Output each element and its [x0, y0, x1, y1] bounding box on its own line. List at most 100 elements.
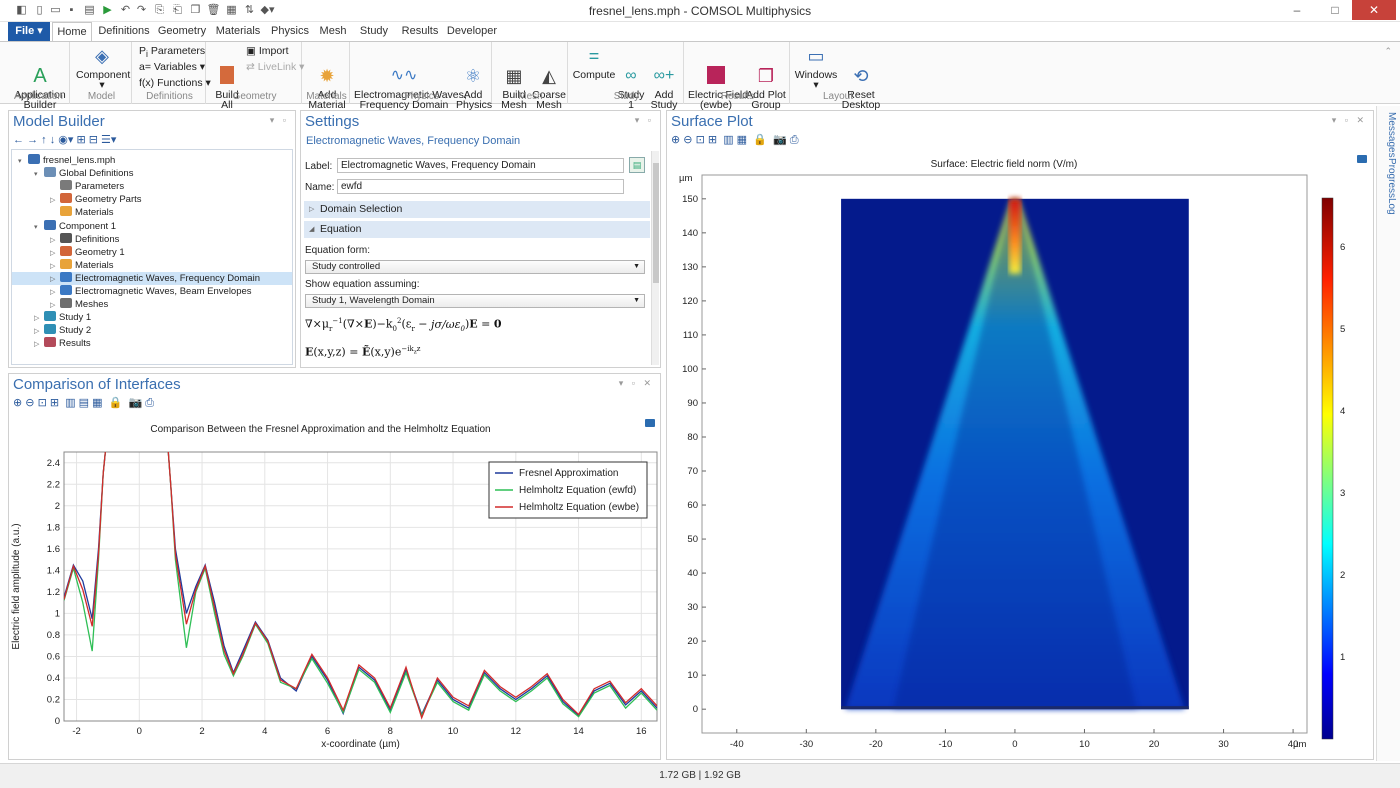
- expand-arrow-icon[interactable]: ▷: [50, 236, 56, 244]
- tab-home[interactable]: Home: [52, 22, 92, 41]
- delete-icon[interactable]: 🗑: [206, 4, 221, 16]
- table-view-icon[interactable]: ▦: [736, 134, 748, 146]
- zoom-box-icon[interactable]: ⊡: [37, 397, 47, 409]
- add-plot-group-button[interactable]: ❐ Add Plot Group: [744, 46, 788, 120]
- expand-arrow-icon[interactable]: ▷: [50, 262, 56, 270]
- equation-section[interactable]: ◢ Equation: [304, 221, 650, 238]
- expand-arrow-icon[interactable]: ▾: [34, 223, 38, 231]
- comment-icon[interactable]: ▤: [629, 157, 645, 173]
- expand-arrow-icon[interactable]: ▷: [50, 289, 56, 296]
- add-study-button[interactable]: ∞+ Add Study: [648, 46, 680, 120]
- panel-menu-icon[interactable]: ▾ ▫ ✕: [1331, 115, 1367, 125]
- zoom-out-icon[interactable]: ⊖: [683, 134, 693, 146]
- table-view-icon[interactable]: ▦: [92, 397, 103, 409]
- lock-icon[interactable]: 🔒: [753, 134, 767, 146]
- zoom-in-icon[interactable]: ⊕: [671, 134, 681, 146]
- grid-icon[interactable]: ▦: [226, 4, 237, 16]
- new-icon[interactable]: ▯: [36, 4, 43, 16]
- em-waves-button[interactable]: ∿∿ Electromagnetic Waves, Frequency Domai…: [354, 46, 467, 120]
- messages-tab[interactable]: Messages: [1386, 112, 1397, 158]
- tree-options-icon[interactable]: ☰▾: [101, 134, 117, 146]
- tree-node[interactable]: ▾ Global Definitions: [12, 167, 292, 180]
- build-all-button[interactable]: Build All: [212, 46, 242, 120]
- tree-node[interactable]: Materials: [12, 206, 292, 219]
- import-button[interactable]: ▣ Import: [246, 45, 289, 57]
- tree-node[interactable]: ▷ Results: [12, 337, 292, 350]
- print-icon[interactable]: ⎙: [789, 134, 799, 146]
- compute-button[interactable]: = Compute: [572, 46, 616, 80]
- zoom-extents-icon[interactable]: ⊞: [49, 397, 60, 409]
- tree-node[interactable]: ▷ Study 1: [12, 311, 292, 324]
- ribbon-collapse-icon[interactable]: ⌃: [1384, 46, 1392, 56]
- tree-node[interactable]: ▷ Geometry Parts: [12, 193, 292, 206]
- tab-study[interactable]: Study: [359, 25, 389, 37]
- tree-node[interactable]: ▷ Electromagnetic Waves, Beam Envelopes: [12, 285, 292, 298]
- expand-arrow-icon[interactable]: ▷: [34, 315, 40, 323]
- log-tab[interactable]: Log: [1386, 198, 1397, 215]
- move-up-icon[interactable]: ↑: [41, 134, 47, 146]
- expand-arrow-icon[interactable]: ▷: [50, 249, 56, 257]
- redo-icon[interactable]: ↷: [136, 4, 147, 16]
- tree-node[interactable]: ▷ Materials: [12, 258, 292, 272]
- name-field[interactable]: ewfd: [337, 179, 624, 194]
- panel-menu-icon[interactable]: ▾ ▫: [269, 115, 289, 125]
- tab-physics[interactable]: Physics: [271, 25, 309, 37]
- build-mesh-button[interactable]: ▦ Build Mesh: [498, 46, 530, 120]
- expand-arrow-icon[interactable]: ▷: [50, 197, 56, 205]
- scrollbar-thumb[interactable]: [653, 163, 659, 283]
- column-view-icon[interactable]: ▥: [723, 134, 734, 146]
- move-down-icon[interactable]: ↓: [49, 134, 56, 146]
- maximize-button[interactable]: □: [1331, 3, 1339, 17]
- print-icon[interactable]: ▤: [84, 4, 95, 16]
- component-icon[interactable]: ◆▾: [260, 4, 275, 16]
- close-button[interactable]: ✕: [1352, 0, 1396, 20]
- study1-button[interactable]: ∞ Study 1: [616, 46, 646, 120]
- expand-arrow-icon[interactable]: ▾: [34, 171, 38, 179]
- lock-icon[interactable]: 🔒: [108, 397, 123, 409]
- row-view-icon[interactable]: ▤: [78, 397, 90, 409]
- minimize-button[interactable]: ‒: [1293, 3, 1301, 17]
- label-field[interactable]: Electromagnetic Waves, Frequency Domain: [337, 158, 624, 173]
- tree-node[interactable]: ▷ Geometry 1: [12, 245, 292, 259]
- tab-file[interactable]: File ▾: [8, 22, 50, 41]
- tree-node[interactable]: ▷ Study 2: [12, 324, 292, 337]
- panel-menu-icon[interactable]: ▾ ▫ ✕: [618, 378, 654, 388]
- tree-node[interactable]: ▷ Definitions: [12, 232, 292, 246]
- line-plot[interactable]: Comparison Between the Fresnel Approxima…: [9, 416, 660, 759]
- reset-desktop-button[interactable]: ⟲ Reset Desktop: [840, 46, 882, 120]
- undo-icon[interactable]: ↶: [120, 4, 131, 16]
- column-view-icon[interactable]: ▥: [65, 397, 76, 409]
- variables-button[interactable]: a= Variables ▾: [139, 61, 206, 73]
- tab-materials[interactable]: Materials: [215, 25, 261, 37]
- panel-menu-icon[interactable]: ▾ ▫: [634, 115, 654, 125]
- electric-field-button[interactable]: Electric Field (ewbe): [688, 46, 748, 120]
- expand-arrow-icon[interactable]: ▷: [34, 341, 40, 349]
- transfer-icon[interactable]: ⇅: [244, 4, 255, 16]
- add-material-button[interactable]: ✹ Add Material: [306, 46, 348, 120]
- expand-arrow-icon[interactable]: ▾: [18, 158, 22, 165]
- domain-selection-section[interactable]: ▷ Domain Selection: [304, 201, 650, 218]
- tree-node[interactable]: ▾ fresnel_lens.mph: [12, 154, 292, 167]
- expand-arrow-icon[interactable]: ▷: [50, 275, 56, 283]
- tree-node[interactable]: Parameters: [12, 180, 292, 193]
- tab-developer[interactable]: Developer: [446, 25, 498, 37]
- tab-definitions[interactable]: Definitions: [98, 25, 150, 37]
- tree-node[interactable]: ▷ Meshes: [12, 298, 292, 311]
- windows-button[interactable]: ▭ Windows ▾: [794, 46, 838, 91]
- tab-mesh[interactable]: Mesh: [319, 25, 347, 37]
- progress-tab[interactable]: Progress: [1386, 158, 1397, 199]
- zoom-out-icon[interactable]: ⊖: [25, 397, 35, 409]
- tree-node[interactable]: ▷ Electromagnetic Waves, Frequency Domain: [12, 271, 292, 285]
- tree-node[interactable]: ▾ Component 1: [12, 219, 292, 233]
- forward-icon[interactable]: →: [27, 134, 39, 146]
- back-icon[interactable]: ←: [13, 134, 24, 146]
- show-equation-select[interactable]: Study 1, Wavelength Domain ▼: [305, 294, 645, 308]
- tab-geometry[interactable]: Geometry: [157, 25, 207, 37]
- functions-button[interactable]: f(x) Functions ▾: [139, 77, 211, 89]
- zoom-extents-icon[interactable]: ⊞: [707, 134, 718, 146]
- open-icon[interactable]: ▭: [50, 4, 61, 16]
- surface-plot[interactable]: Surface: Electric field norm (V/m)010203…: [667, 153, 1373, 759]
- run-icon[interactable]: ▶: [103, 4, 112, 16]
- livelink-button[interactable]: ⇄ LiveLink ▾: [246, 61, 305, 73]
- paste-icon[interactable]: ⎗: [173, 4, 182, 16]
